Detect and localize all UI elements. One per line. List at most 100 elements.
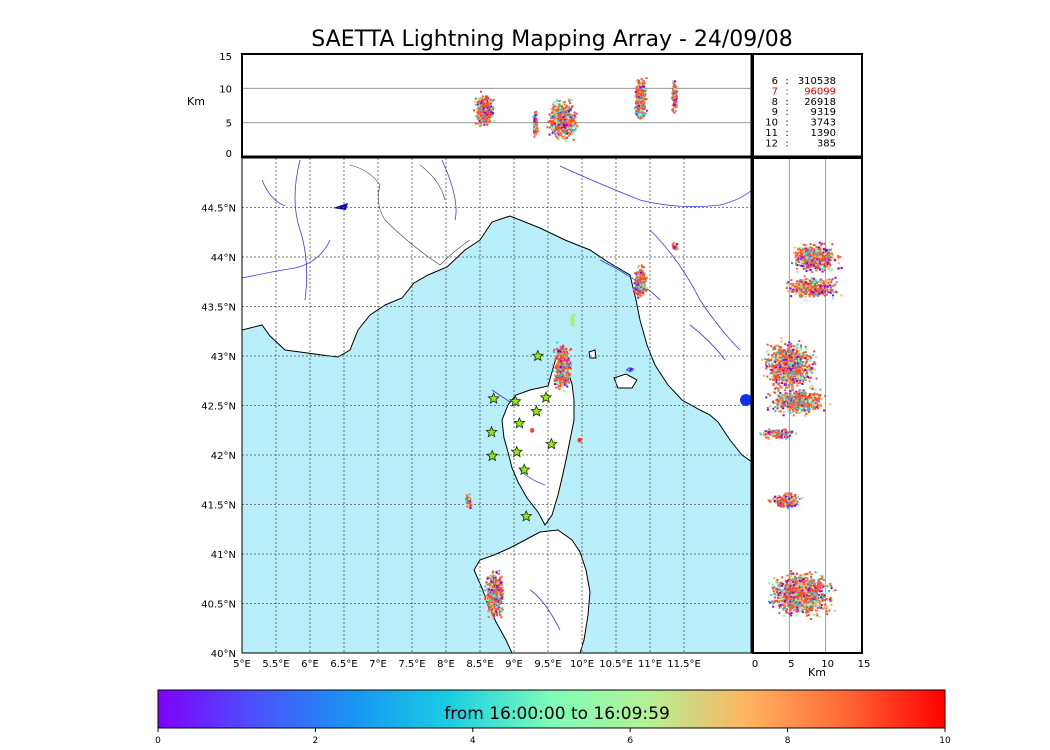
lon-tick-label: 10.5°E <box>599 659 633 670</box>
top-source <box>532 117 535 120</box>
right-source <box>790 262 793 265</box>
right-source <box>805 257 808 260</box>
top-source <box>673 111 676 114</box>
top-source <box>570 122 573 125</box>
top-source <box>569 120 572 123</box>
top-source <box>568 107 571 110</box>
right-source <box>797 252 800 255</box>
right-source <box>801 285 804 288</box>
lightning-source <box>552 350 555 353</box>
top-source <box>548 113 551 116</box>
right-source <box>790 288 793 291</box>
right-source <box>819 290 822 293</box>
lightning-source <box>560 372 563 375</box>
right-source <box>801 254 804 257</box>
lightning-source <box>556 374 559 377</box>
right-source <box>829 291 832 294</box>
lightning-source <box>492 574 495 577</box>
top-source <box>637 113 640 116</box>
right-source <box>829 286 832 289</box>
top-source <box>491 113 494 116</box>
right-source <box>826 253 829 256</box>
top-source <box>566 116 569 119</box>
lightning-source <box>562 353 565 356</box>
lightning-source <box>490 594 493 597</box>
lightning-source <box>569 363 572 366</box>
top-source <box>483 117 486 120</box>
right-source <box>815 247 818 250</box>
right-source <box>798 247 801 250</box>
lightning-source <box>490 604 493 607</box>
right-source <box>824 256 827 259</box>
top-source <box>480 115 483 118</box>
top-source <box>640 121 643 124</box>
lightning-source <box>572 322 575 325</box>
right-source <box>805 281 808 284</box>
top-source <box>557 121 560 124</box>
lightning-source <box>497 586 500 589</box>
top-panel-cluster <box>532 110 539 138</box>
right-source <box>828 249 831 252</box>
lightning-source <box>491 570 494 573</box>
lightning-source <box>644 278 647 281</box>
lightning-source <box>564 376 567 379</box>
lightning-source <box>494 578 497 581</box>
right-source <box>803 265 806 268</box>
right-source <box>798 287 801 290</box>
top-source <box>645 77 648 80</box>
lightning-source <box>502 593 505 596</box>
top-source <box>641 113 644 116</box>
lightning-source <box>494 601 497 604</box>
lightning-source <box>676 248 679 251</box>
top-source <box>636 94 639 97</box>
lightning-source <box>564 350 567 353</box>
right-source <box>797 257 800 260</box>
station-star <box>486 449 499 462</box>
lightning-source <box>673 245 676 248</box>
top-source <box>673 94 676 97</box>
right-source <box>815 258 818 261</box>
lightning-source <box>673 247 676 250</box>
lightning-source <box>554 365 557 368</box>
top-source <box>634 108 637 111</box>
top-source <box>478 115 481 118</box>
top-source <box>634 100 637 103</box>
top-source <box>643 92 646 95</box>
right-source <box>807 249 810 252</box>
right-source <box>824 286 827 289</box>
right-source <box>817 262 820 265</box>
right-source <box>818 252 821 255</box>
lightning-source <box>491 579 494 582</box>
top-source <box>561 103 564 106</box>
right-source <box>824 248 827 251</box>
right-source <box>828 283 831 286</box>
right-source <box>812 256 815 259</box>
lon-tick-label: 9°E <box>505 659 523 670</box>
station-count-value: 385 <box>817 138 836 149</box>
top-source <box>562 127 565 130</box>
top-source <box>636 95 639 98</box>
right-source <box>808 251 811 254</box>
top-source <box>563 131 566 134</box>
lightning-source <box>493 599 496 602</box>
top-source <box>675 104 678 107</box>
lightning-source <box>552 370 555 373</box>
top-source <box>675 95 678 98</box>
right-source <box>825 279 828 282</box>
lightning-source <box>500 590 503 593</box>
top-source <box>534 131 537 134</box>
station-count-sep: : <box>785 107 788 118</box>
top-source <box>638 85 641 88</box>
right-source <box>827 257 830 260</box>
right-source <box>829 285 832 288</box>
right-source <box>796 267 799 270</box>
top-source <box>477 109 480 112</box>
right-source <box>809 243 812 246</box>
lightning-source <box>490 577 493 580</box>
right-source <box>808 265 811 268</box>
top-source <box>564 106 567 109</box>
right-source <box>820 242 823 245</box>
top-source <box>573 117 576 120</box>
right-source <box>834 259 837 262</box>
